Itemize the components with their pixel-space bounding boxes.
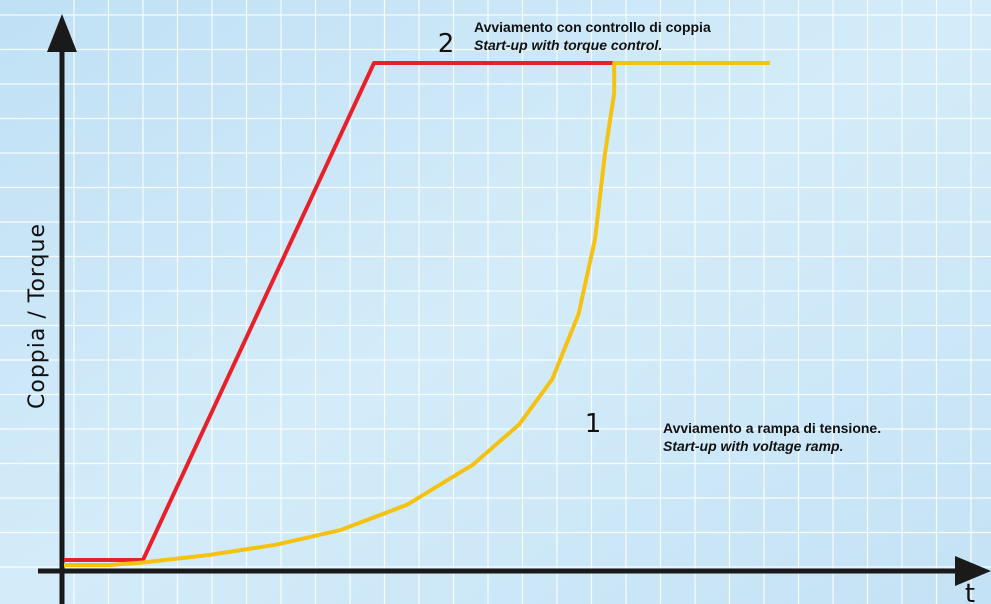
- series-torque-control-line: [110, 61, 770, 562]
- series-2-label-it: Avviamento con controllo di coppia: [474, 19, 711, 35]
- axes: [38, 14, 991, 604]
- series-voltage-ramp-line: [109, 61, 770, 567]
- series-1-label-en: Start-up with voltage ramp.: [663, 438, 843, 454]
- series-2-marker: 2: [438, 29, 455, 59]
- series-1-marker: 1: [585, 409, 602, 439]
- series-1-label-it: Avviamento a rampa di tensione.: [663, 420, 881, 436]
- series-layer: [64, 61, 770, 567]
- y-axis-label: Coppia / Torque: [25, 223, 50, 409]
- x-axis-label: t: [965, 579, 975, 604]
- x-axis-arrow: [955, 556, 991, 586]
- y-axis-arrow: [47, 14, 77, 52]
- series-2-label-en: Start-up with torque control.: [474, 37, 662, 53]
